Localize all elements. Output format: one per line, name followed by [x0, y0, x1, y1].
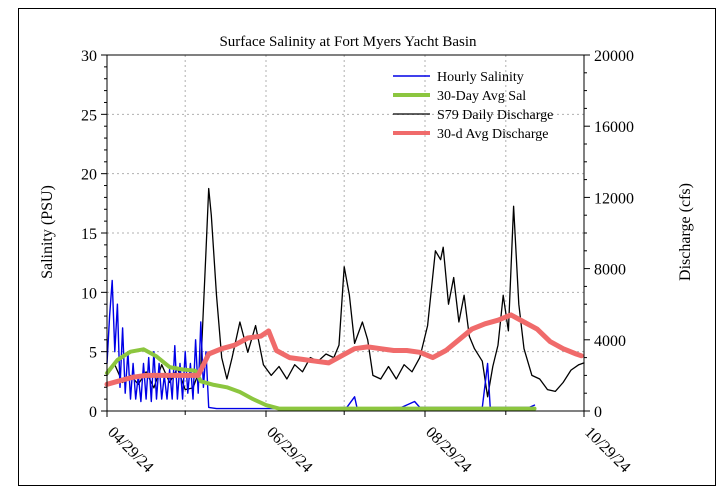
legend-label-avg-salinity: 30-Day Avg Sal: [437, 89, 526, 104]
y-left-tick-label: 10: [81, 285, 97, 302]
legend-label-avg-discharge: 30-d Avg Discharge: [437, 127, 548, 142]
y-axis-label-right: Discharge (cfs): [677, 183, 694, 281]
y-right-tick-label: 8000: [594, 262, 626, 279]
x-tick-label: 10/29/24: [581, 424, 633, 476]
legend-label-hourly-salinity: Hourly Salinity: [437, 70, 524, 85]
y-right-tick-label: 16000: [594, 119, 634, 136]
chart-title: Surface Salinity at Fort Myers Yacht Bas…: [219, 34, 477, 50]
legend-label-daily-discharge: S79 Daily Discharge: [437, 108, 553, 123]
y-right-tick-label: 20000: [594, 48, 634, 65]
y-left-tick-label: 20: [81, 167, 97, 184]
legend: Hourly Salinity 30-Day Avg Sal S79 Daily D…: [393, 70, 553, 142]
y-left-tick-label: 25: [81, 107, 97, 124]
series-line-avg-salinity: [105, 347, 537, 411]
x-tick-label: 08/29/24: [422, 424, 474, 476]
y-right-tick-label: 0: [594, 404, 602, 421]
y-right-tick-label: 12000: [594, 190, 634, 207]
y-axis-label-left: Salinity (PSU): [39, 185, 56, 279]
series-line-hourly-salinity: [106, 279, 536, 410]
x-tick-label: 06/29/24: [263, 424, 315, 476]
x-tick-label: 04/29/24: [104, 424, 156, 476]
y-left-tick-label: 30: [81, 48, 97, 65]
y-left-tick-label: 5: [89, 345, 97, 362]
y-left-tick-label: 0: [89, 404, 97, 421]
chart-frame: [18, 8, 716, 486]
y-left-tick-label: 15: [81, 226, 97, 243]
series-layer: [104, 187, 585, 411]
y-right-tick-label: 4000: [594, 333, 626, 350]
series-line-avg-discharge: [104, 312, 584, 387]
